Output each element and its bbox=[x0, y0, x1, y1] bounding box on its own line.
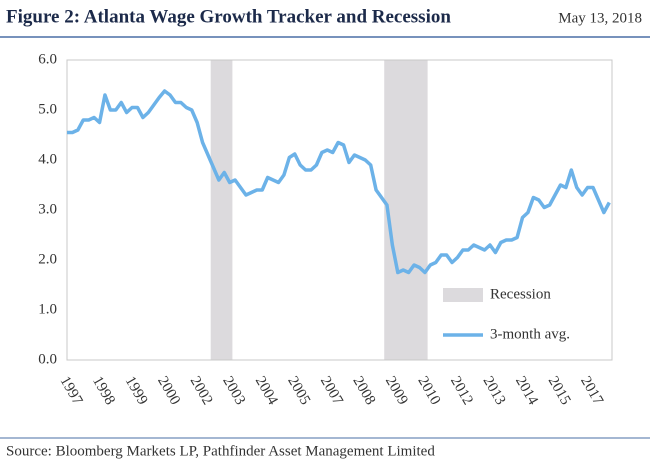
x-tick-label: 2002 bbox=[187, 374, 216, 408]
plot-frame bbox=[66, 59, 613, 361]
y-tick-label: 2.0 bbox=[38, 251, 57, 267]
x-tick-label: 1998 bbox=[89, 374, 118, 408]
legend-label: Recession bbox=[490, 286, 551, 302]
y-tick-label: 5.0 bbox=[38, 101, 57, 117]
x-tick-label: 2012 bbox=[447, 374, 476, 408]
source-note: Source: Bloomberg Markets LP, Pathfinder… bbox=[6, 443, 435, 459]
line-series bbox=[67, 89, 611, 275]
x-tick-label: 1997 bbox=[57, 374, 86, 408]
x-tick-label: 2000 bbox=[154, 374, 183, 408]
x-tick-label: 2007 bbox=[317, 374, 346, 408]
x-tick-label: 2003 bbox=[219, 374, 248, 408]
x-tick-label: 2014 bbox=[512, 374, 541, 408]
chart-date: May 13, 2018 bbox=[558, 10, 642, 26]
chart-title: Figure 2: Atlanta Wage Growth Tracker an… bbox=[6, 6, 451, 27]
x-tick-label: 2009 bbox=[382, 374, 411, 408]
legend-label: 3-month avg. bbox=[490, 326, 570, 342]
legend-swatch bbox=[443, 288, 483, 302]
y-tick-label: 3.0 bbox=[38, 201, 57, 217]
x-tick-label: 2010 bbox=[414, 374, 443, 408]
x-tick-label: 2005 bbox=[284, 374, 313, 408]
x-tick-label: 2008 bbox=[349, 374, 378, 408]
y-tick-label: 6.0 bbox=[38, 51, 57, 67]
x-tick-label: 2013 bbox=[480, 374, 509, 408]
recession-band bbox=[210, 60, 233, 360]
y-tick-label: 1.0 bbox=[38, 301, 57, 317]
y-tick-label: 4.0 bbox=[38, 151, 57, 167]
x-tick-label: 2004 bbox=[252, 374, 281, 408]
x-tick-label: 1999 bbox=[122, 374, 151, 408]
y-tick-label: 0.0 bbox=[38, 351, 57, 367]
x-tick-label: 2015 bbox=[545, 374, 574, 408]
recession-band bbox=[384, 60, 428, 360]
x-tick-label: 2017 bbox=[577, 374, 606, 408]
